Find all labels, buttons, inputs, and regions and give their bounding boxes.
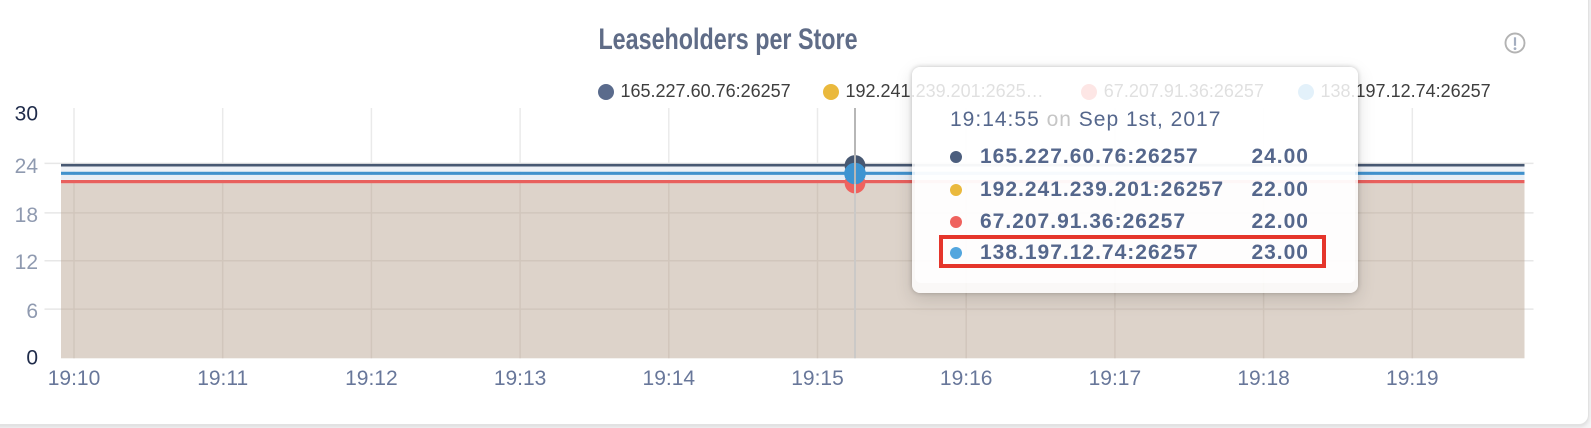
svg-text:19:17: 19:17 bbox=[1089, 367, 1142, 390]
svg-text:24: 24 bbox=[15, 155, 39, 178]
svg-text:19:14: 19:14 bbox=[643, 367, 696, 390]
svg-text:0: 0 bbox=[26, 347, 38, 370]
svg-text:19:16: 19:16 bbox=[940, 367, 993, 390]
svg-text:18: 18 bbox=[15, 204, 38, 227]
svg-text:30: 30 bbox=[15, 103, 38, 126]
svg-text:19:11: 19:11 bbox=[197, 367, 248, 390]
svg-text:19:18: 19:18 bbox=[1237, 367, 1290, 390]
svg-text:19:10: 19:10 bbox=[48, 367, 101, 390]
svg-text:19:12: 19:12 bbox=[345, 367, 398, 390]
svg-text:12: 12 bbox=[15, 251, 38, 274]
svg-text:19:19: 19:19 bbox=[1386, 367, 1439, 390]
svg-text:6: 6 bbox=[26, 300, 38, 323]
svg-text:19:13: 19:13 bbox=[494, 367, 547, 390]
svg-text:19:15: 19:15 bbox=[791, 367, 844, 390]
